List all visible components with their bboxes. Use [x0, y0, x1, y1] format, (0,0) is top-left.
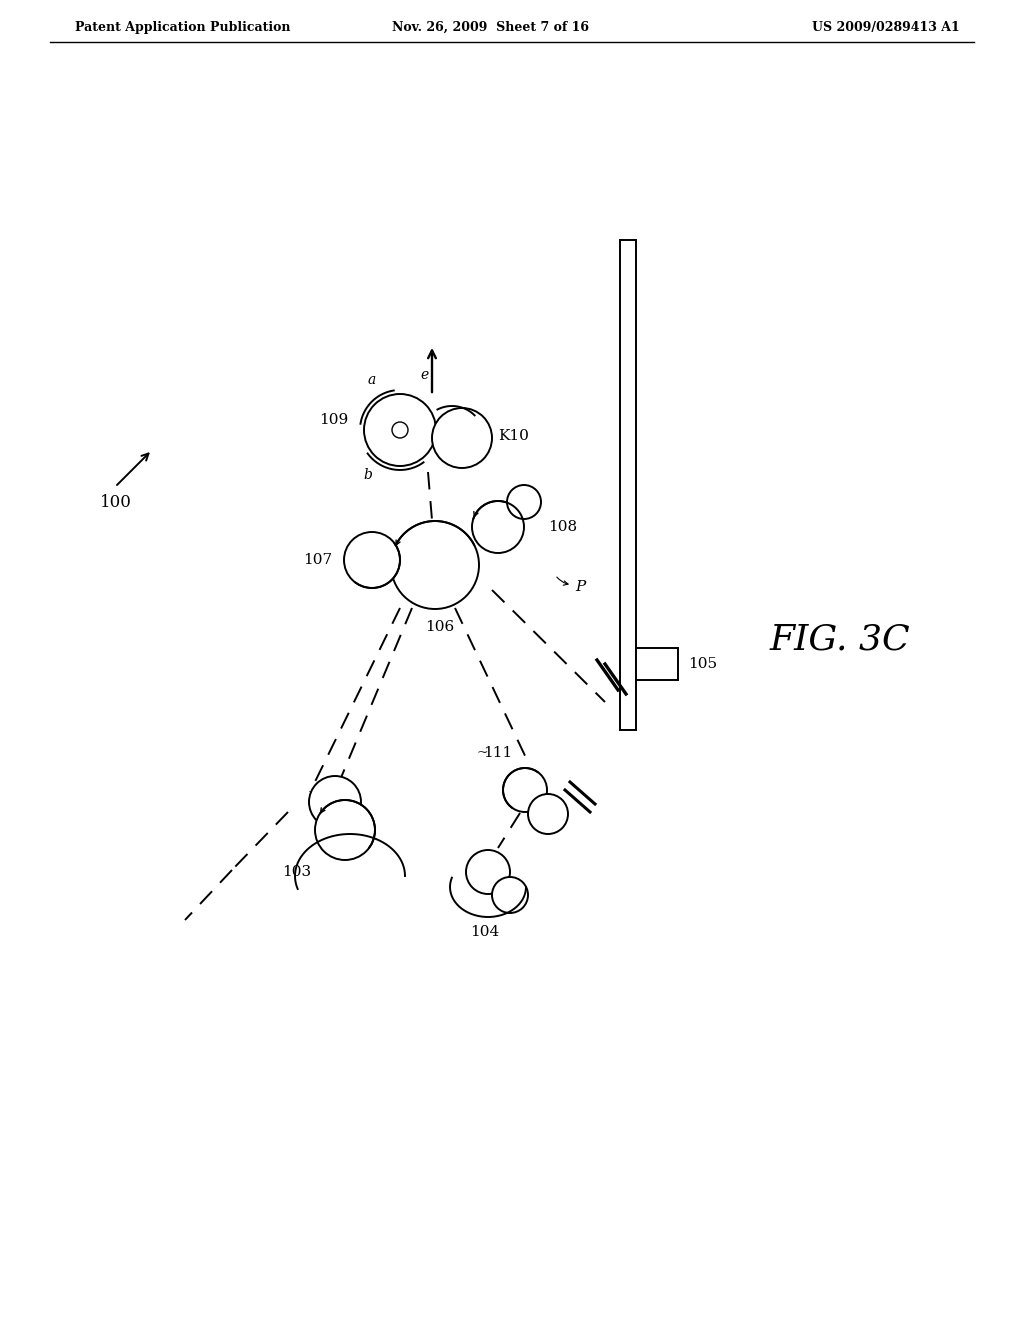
Text: 108: 108 — [548, 520, 578, 535]
Text: 105: 105 — [688, 657, 717, 671]
Text: a: a — [368, 374, 376, 387]
Text: e: e — [421, 368, 429, 381]
Circle shape — [364, 393, 436, 466]
Text: 107: 107 — [303, 553, 332, 568]
Circle shape — [472, 502, 524, 553]
Circle shape — [528, 795, 568, 834]
Text: b: b — [364, 469, 373, 482]
Circle shape — [344, 532, 400, 587]
Text: P: P — [575, 579, 586, 594]
Text: ~: ~ — [476, 746, 487, 760]
Text: 103: 103 — [282, 865, 311, 879]
Text: 111: 111 — [483, 746, 513, 760]
Text: 109: 109 — [318, 413, 348, 426]
Bar — [636, 648, 678, 680]
Bar — [620, 240, 636, 730]
Circle shape — [315, 800, 375, 861]
Circle shape — [309, 776, 361, 828]
Circle shape — [507, 484, 541, 519]
Text: FIG. 3C: FIG. 3C — [770, 623, 910, 657]
Text: K10: K10 — [498, 429, 528, 444]
Text: US 2009/0289413 A1: US 2009/0289413 A1 — [812, 21, 961, 33]
Circle shape — [503, 768, 547, 812]
Text: 104: 104 — [470, 925, 500, 939]
Circle shape — [391, 521, 479, 609]
Circle shape — [466, 850, 510, 894]
Text: 100: 100 — [100, 494, 132, 511]
Circle shape — [432, 408, 492, 469]
Text: Nov. 26, 2009  Sheet 7 of 16: Nov. 26, 2009 Sheet 7 of 16 — [391, 21, 589, 33]
Circle shape — [392, 422, 408, 438]
Text: 106: 106 — [425, 620, 455, 634]
Circle shape — [492, 876, 528, 913]
Text: Patent Application Publication: Patent Application Publication — [75, 21, 291, 33]
